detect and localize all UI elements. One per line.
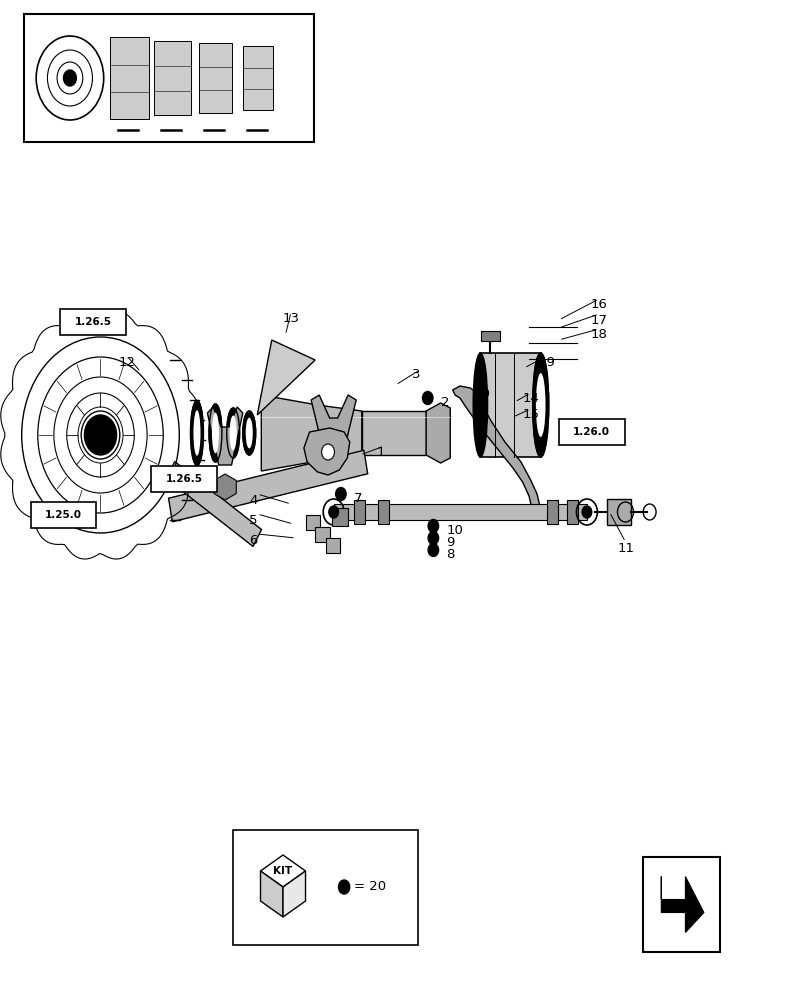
Bar [353, 500, 365, 524]
Text: 1.26.0: 1.26.0 [573, 427, 609, 437]
Bar [60, 309, 126, 335]
Polygon shape [661, 876, 703, 932]
Circle shape [321, 444, 334, 460]
Circle shape [428, 532, 438, 544]
Ellipse shape [226, 408, 239, 458]
Text: 5: 5 [249, 514, 258, 526]
Bar [305, 515, 320, 530]
Circle shape [581, 506, 591, 518]
Circle shape [338, 880, 349, 894]
Text: = 20: = 20 [353, 880, 385, 894]
Text: 14: 14 [522, 392, 539, 406]
Ellipse shape [190, 400, 203, 466]
Polygon shape [260, 855, 305, 887]
Bar [480, 331, 499, 341]
Polygon shape [333, 504, 586, 520]
Bar [325, 538, 340, 553]
Circle shape [328, 506, 338, 518]
Polygon shape [260, 871, 283, 917]
Text: KIT: KIT [273, 866, 292, 876]
Text: 11: 11 [617, 542, 634, 554]
Circle shape [422, 391, 432, 404]
Bar [110, 37, 149, 119]
Text: 15: 15 [522, 408, 539, 422]
Circle shape [84, 415, 116, 455]
Polygon shape [283, 871, 305, 917]
Polygon shape [257, 340, 315, 415]
Text: 16: 16 [590, 298, 607, 312]
Text: 6: 6 [249, 534, 257, 546]
Ellipse shape [472, 353, 487, 457]
Bar [558, 419, 624, 445]
Bar [377, 500, 389, 524]
Text: 18: 18 [590, 328, 607, 342]
Text: 10: 10 [446, 524, 463, 536]
Ellipse shape [243, 411, 255, 455]
Bar [31, 502, 96, 528]
Bar [566, 500, 577, 524]
Bar [243, 46, 273, 110]
Circle shape [480, 388, 488, 398]
Text: 12: 12 [119, 356, 136, 368]
Circle shape [428, 520, 438, 532]
Text: 9: 9 [446, 536, 454, 548]
Bar [154, 41, 191, 115]
Polygon shape [207, 407, 243, 465]
Text: 8: 8 [446, 548, 454, 560]
Bar [332, 508, 348, 526]
Text: 1: 1 [376, 446, 385, 458]
Circle shape [336, 488, 345, 500]
Ellipse shape [194, 410, 200, 456]
Polygon shape [169, 450, 367, 522]
Text: 2: 2 [440, 395, 449, 408]
Ellipse shape [536, 373, 544, 437]
Text: 7: 7 [353, 491, 362, 504]
Text: 17: 17 [590, 314, 607, 326]
Polygon shape [304, 428, 349, 475]
Polygon shape [261, 395, 361, 471]
Text: 3: 3 [411, 368, 420, 381]
Bar [151, 466, 217, 492]
Ellipse shape [230, 416, 236, 450]
Circle shape [428, 544, 438, 556]
Circle shape [63, 70, 76, 86]
Polygon shape [426, 403, 450, 463]
Ellipse shape [246, 418, 252, 448]
Polygon shape [452, 386, 540, 512]
Text: 4: 4 [249, 493, 257, 506]
Polygon shape [166, 462, 261, 546]
Ellipse shape [209, 404, 222, 462]
Bar [546, 500, 557, 524]
Polygon shape [480, 353, 540, 457]
Text: 1.25.0: 1.25.0 [45, 510, 82, 520]
Ellipse shape [212, 413, 218, 453]
Polygon shape [214, 474, 236, 500]
Bar [315, 527, 329, 542]
Text: 19: 19 [538, 356, 555, 368]
Text: 1.26.5: 1.26.5 [75, 317, 112, 327]
Bar [198, 43, 232, 113]
Text: 13: 13 [283, 312, 300, 324]
Bar [24, 14, 313, 142]
Bar [606, 499, 630, 525]
Bar [233, 830, 418, 945]
Ellipse shape [532, 353, 548, 457]
Text: 1.26.5: 1.26.5 [165, 474, 202, 484]
Polygon shape [361, 411, 426, 455]
Bar [642, 857, 719, 952]
Polygon shape [311, 395, 356, 460]
